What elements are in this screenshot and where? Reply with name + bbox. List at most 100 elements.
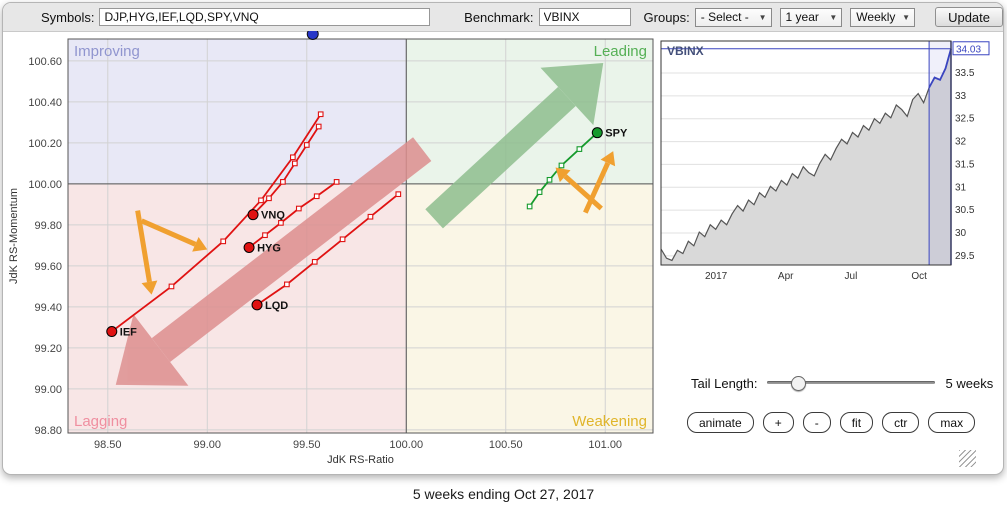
price-area — [661, 48, 951, 266]
mini-x-tick-label: Apr — [778, 271, 794, 282]
symbol-dot-HYG[interactable] — [243, 241, 255, 253]
mini-y-tick-label: 32.5 — [955, 114, 975, 125]
tail-marker — [295, 205, 302, 212]
annotation-arrow-3 — [583, 151, 616, 214]
benchmark-chart[interactable]: 29.5 30 30.5 31 31.5 32 32.5 33 33.5 2017 Apr Jul Oc… — [657, 35, 1004, 287]
tail-marker — [395, 191, 402, 198]
slider-track[interactable] — [766, 381, 935, 384]
tail-marker — [220, 238, 227, 245]
groups-label: Groups: — [643, 9, 690, 25]
series-SPY: SPY — [526, 127, 628, 210]
offscale-symbol-dot[interactable] — [306, 31, 319, 40]
symbols-input[interactable] — [99, 8, 431, 26]
fit-button[interactable]: fit — [839, 412, 874, 433]
x-tick-label: 101.00 — [588, 439, 622, 451]
symbol-label-LQD: LQD — [265, 300, 288, 312]
price-line-tail — [928, 48, 952, 89]
tail-window-shade — [929, 41, 951, 265]
symbol-label-SPY: SPY — [605, 128, 628, 140]
animate-button[interactable]: animate — [687, 412, 754, 433]
mini-x-tick-label: 2017 — [705, 271, 728, 282]
mini-y-tick-label: 30 — [955, 228, 967, 239]
mini-y-tick-label: 30.5 — [955, 205, 975, 216]
quadrant-improving — [68, 39, 407, 184]
tail-marker — [168, 283, 175, 290]
rrg-app-panel: Symbols: Benchmark: Groups: - Select - ▼… — [2, 2, 1004, 475]
annotation-arrow-0 — [135, 210, 158, 295]
zoom-in-button[interactable]: + — [762, 412, 794, 433]
resize-handle-icon[interactable] — [959, 450, 976, 467]
mini-x-tick-label: Jul — [845, 271, 858, 282]
tail-marker — [289, 154, 296, 161]
quadrant-label-improving: Improving — [74, 43, 140, 60]
y-tick-label: 99.80 — [34, 220, 62, 232]
tail-marker — [317, 111, 324, 118]
tail-marker — [339, 236, 346, 243]
series-HYG: HYG — [243, 179, 340, 254]
tail-length-slider[interactable] — [766, 375, 935, 391]
slider-thumb[interactable] — [790, 376, 806, 391]
series-IEF: IEF — [106, 111, 324, 339]
x-tick-label: 100.50 — [489, 439, 523, 451]
y-tick-label: 100.40 — [28, 97, 62, 109]
mini-plot-border — [660, 40, 952, 266]
symbol-dot-VNQ[interactable] — [247, 209, 259, 221]
tail-marker — [258, 197, 264, 204]
y-axis-title: JdK RS-Momentum — [8, 188, 20, 284]
tail-marker — [536, 189, 543, 195]
tail-length-label: Tail Length: — [691, 375, 758, 391]
y-tick-label: 99.20 — [34, 343, 62, 355]
mini-y-tick-label: 31 — [955, 182, 967, 193]
rrg-chart[interactable]: 98.50 99.00 99.50 100.00 100.50 101.00 98.80 99… — [3, 31, 659, 467]
symbols-label: Symbols: — [41, 9, 95, 25]
symbol-dot-IEF[interactable] — [106, 326, 118, 338]
x-tick-label: 100.00 — [389, 439, 423, 451]
chevron-down-icon: ▼ — [829, 12, 838, 22]
mini-x-tick-label: Oct — [911, 271, 927, 282]
tail-length-control: Tail Length: 5 weeks — [691, 375, 993, 391]
chevron-down-icon: ▼ — [902, 12, 911, 22]
interval-select-value: Weekly — [856, 10, 896, 24]
annotation-arrow-1 — [140, 218, 208, 252]
big-trend-arrow-1 — [115, 137, 432, 386]
symbol-dot-SPY[interactable] — [591, 127, 603, 139]
benchmark-title: VBINX — [667, 44, 704, 58]
max-button[interactable]: max — [928, 412, 976, 433]
quadrant-weakening — [406, 183, 653, 433]
tail-marker — [333, 179, 340, 185]
tail-marker — [280, 179, 286, 185]
y-tick-label: 99.60 — [34, 261, 62, 273]
mini-y-tick-label: 29.5 — [955, 251, 975, 262]
series-VNQ: VNQ — [247, 123, 322, 222]
benchmark-input[interactable] — [538, 8, 631, 26]
tail-marker — [266, 195, 272, 202]
period-select-value: 1 year — [785, 10, 819, 24]
mini-y-tick-label: 33.5 — [955, 68, 975, 79]
zoom-out-button[interactable]: - — [802, 412, 831, 433]
tail-length-value: 5 weeks — [945, 375, 994, 391]
symbol-dot-LQD[interactable] — [251, 299, 263, 311]
tail-marker — [576, 146, 583, 152]
chart-buttons: animate + - fit ctr max — [687, 412, 976, 433]
y-tick-label: 100.20 — [28, 138, 62, 150]
y-tick-label: 99.00 — [34, 384, 62, 396]
tail-marker — [262, 232, 268, 239]
big-trend-arrow-0 — [425, 62, 604, 229]
update-button[interactable]: Update — [935, 7, 1003, 27]
tail-marker — [311, 258, 318, 265]
quadrant-label-leading: Leading — [594, 43, 647, 60]
x-tick-label: 99.50 — [293, 439, 321, 451]
center-button[interactable]: ctr — [882, 412, 920, 433]
caption: 5 weeks ending Oct 27, 2017 — [412, 486, 595, 502]
tail-marker — [313, 193, 320, 200]
interval-select[interactable]: Weekly ▼ — [850, 7, 916, 27]
toolbar: Symbols: Benchmark: Groups: - Select - ▼… — [3, 3, 1003, 32]
tail-marker — [303, 142, 310, 148]
tail-marker — [278, 220, 284, 226]
period-select[interactable]: 1 year ▼ — [779, 7, 843, 27]
groups-select[interactable]: - Select - ▼ — [694, 7, 772, 27]
y-tick-label: 100.60 — [28, 56, 62, 68]
quadrant-label-weakening: Weakening — [572, 413, 647, 430]
price-line — [660, 48, 952, 262]
tail-marker — [284, 281, 290, 288]
